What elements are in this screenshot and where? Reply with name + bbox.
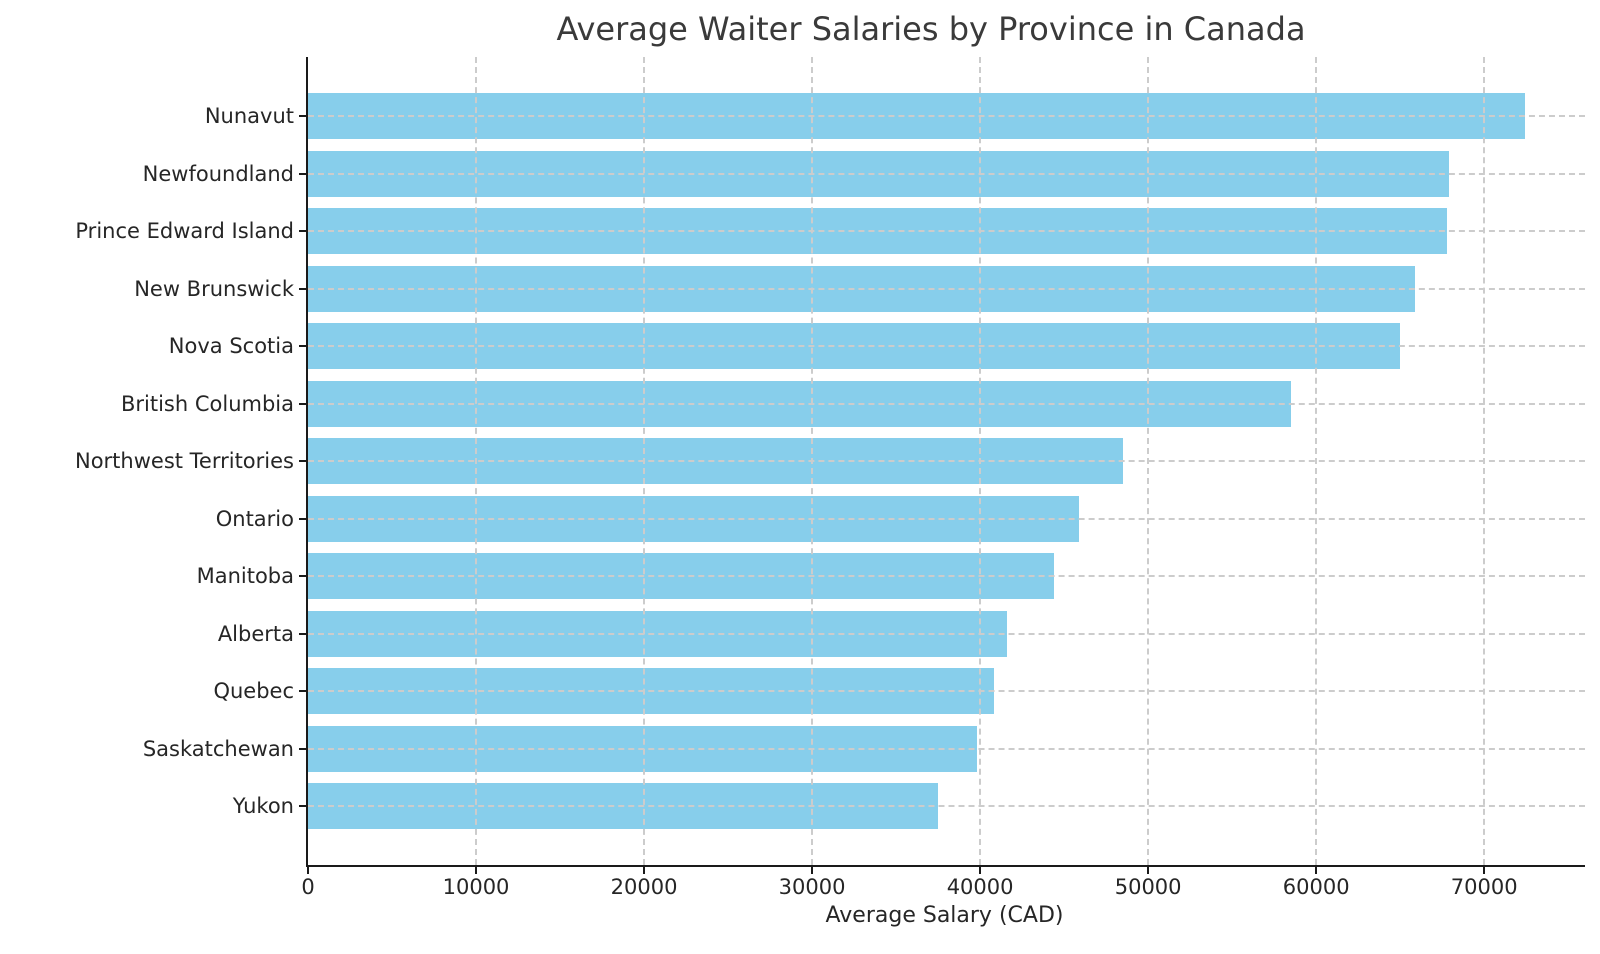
x-tick-label: 30000 [778,875,846,899]
x-tick-mark [1315,867,1318,874]
plot-area: 0 10000 20000 30000 40000 50000 60000 70000 Nuna… [75,57,1585,899]
gridline-horizontal [308,517,1585,520]
y-tick-label: Yukon [232,794,294,818]
gridline-horizontal [308,230,1585,232]
y-tick-mark [299,172,306,175]
x-tick-label: 10000 [442,875,510,899]
y-tick-mark [299,115,306,117]
y-tick-mark [299,345,306,347]
x-tick-mark [307,867,309,874]
y-tick-label: Manitoba [196,564,294,588]
y-tick-mark [299,230,306,232]
y-tick-label: Quebec [213,679,294,703]
x-tick-label: 40000 [946,875,1014,899]
x-tick-label: 0 [301,875,315,899]
y-tick-label: Ontario [215,506,294,531]
y-tick-mark [299,805,306,807]
y-tick-label: New Brunswick [134,276,294,301]
gridline-horizontal [308,690,1585,692]
x-tick-label: 60000 [1282,875,1350,899]
x-tick-label: 70000 [1450,875,1518,899]
x-tick-mark [475,867,478,874]
gridline-horizontal [308,345,1585,347]
x-tick-mark [1483,867,1486,874]
gridline-horizontal [308,460,1585,462]
chart-title: Average Waiter Salaries by Province in C… [556,10,1306,48]
x-tick-mark [1147,867,1150,874]
y-tick-label: Nova Scotia [168,334,294,358]
y-tick-mark [299,575,306,577]
y-tick-label: Nunavut [204,104,294,128]
x-tick-mark [811,867,814,874]
x-tick-label: 50000 [1114,875,1182,899]
y-tick-label: Northwest Territories [74,449,294,473]
gridline-horizontal [308,402,1585,405]
gridline-horizontal [308,805,1585,807]
y-tick-mark [299,747,306,750]
gridline-horizontal [308,747,1585,750]
x-tick-label: 20000 [610,875,678,899]
gridline-horizontal [308,115,1585,117]
y-tick-mark [299,287,306,290]
y-tick-label: Prince Edward Island [75,219,294,243]
x-axis-label: Average Salary (CAD) [825,903,1064,928]
y-tick-mark [299,690,306,692]
y-tick-mark [299,517,306,520]
y-tick-mark [299,402,306,405]
gridline-horizontal [308,575,1585,577]
x-tick-mark [979,867,982,874]
gridline-horizontal [308,172,1585,175]
y-tick-label: Newfoundland [142,161,294,186]
y-tick-mark [299,460,306,462]
y-tick-label: Saskatchewan [142,736,294,761]
y-tick-mark [299,632,306,635]
x-tick-mark [643,867,646,874]
y-tick-label: British Columbia [120,391,294,416]
gridline-horizontal [308,287,1585,290]
y-tick-label: Alberta [217,621,294,646]
gridline-horizontal [308,632,1585,635]
